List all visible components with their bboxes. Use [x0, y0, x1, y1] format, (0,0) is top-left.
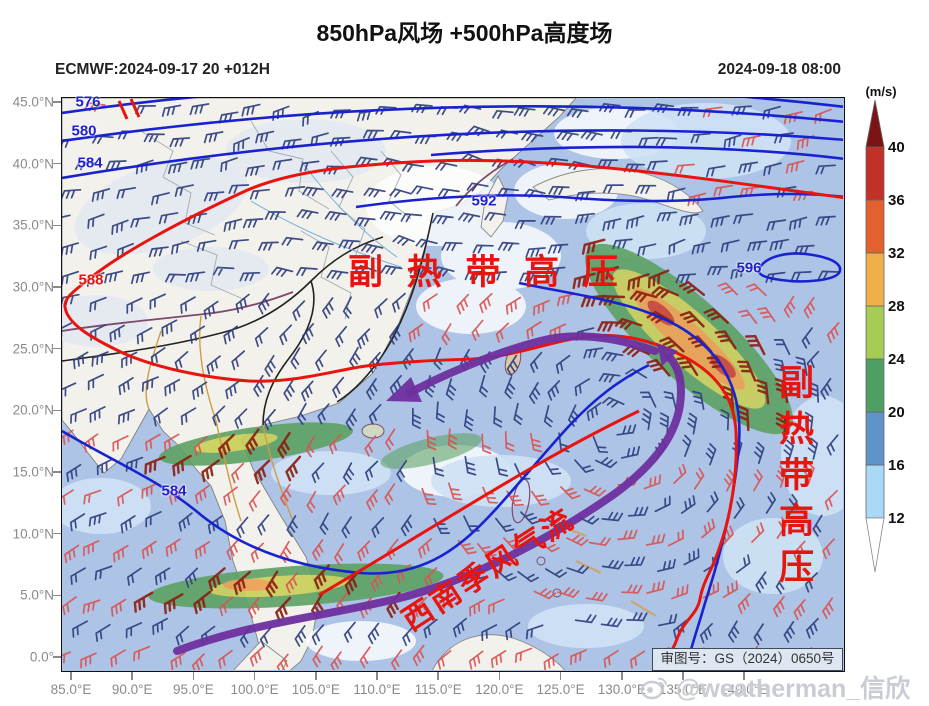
valid-time-label: 2024-09-18 08:00	[717, 61, 841, 78]
colorbar-level-label: 20	[888, 404, 905, 421]
lat-axis-tick	[53, 101, 61, 103]
rivers	[250, 160, 402, 268]
colorbar-segment	[865, 305, 885, 360]
height-contours	[62, 98, 843, 670]
lat-axis-tick	[53, 286, 61, 288]
contour-value-label: 576	[75, 93, 101, 111]
colorbar-level-label: 36	[888, 192, 905, 209]
lat-axis-label: 10.0°N	[12, 526, 54, 542]
model-run-label: ECMWF:2024-09-17 20 +012H	[55, 61, 270, 78]
colorbar-below-min-arrow	[865, 517, 885, 573]
monsoon-band-scs	[148, 422, 482, 609]
lat-axis-label: 40.0°N	[12, 156, 54, 172]
colorbar-segment	[865, 199, 885, 254]
colorbar-level-label: 12	[888, 510, 905, 527]
weather-map	[62, 98, 843, 670]
map-license-box: 审图号：GS（2024）0650号	[652, 648, 843, 671]
lon-axis-tick	[498, 672, 501, 680]
lon-axis-label: 95.0°E	[173, 682, 214, 697]
colorbar-segment	[865, 358, 885, 413]
lon-axis-tick	[437, 672, 439, 680]
contour-value-label: 596	[736, 259, 762, 277]
map-panel	[61, 97, 845, 672]
lon-axis-tick	[315, 672, 317, 680]
lat-axis-tick	[53, 656, 61, 658]
lon-axis-label: 125.0°E	[536, 682, 585, 697]
page-title: 850hPa风场 +500hPa高度场	[316, 20, 613, 46]
arrowhead-west	[386, 377, 422, 402]
watermark-handle: @weatherman_信欣	[676, 675, 911, 703]
annotation-subtropical-high-right: 副热带高压	[774, 364, 813, 594]
lon-axis-tick	[682, 672, 684, 680]
lat-axis-tick	[53, 162, 61, 165]
contour-value-label: 592	[471, 192, 497, 210]
lon-axis-tick	[253, 672, 256, 680]
contour-value-label: 588	[78, 271, 104, 289]
lon-axis-tick	[621, 672, 623, 680]
lon-axis-tick	[376, 672, 378, 680]
colorbar-segment	[865, 464, 885, 519]
lon-axis-label: 105.0°E	[291, 682, 340, 697]
wind-barbs	[62, 103, 840, 648]
lat-axis-label: 30.0°N	[12, 279, 54, 295]
colorbar-unit-label: (m/s)	[865, 84, 897, 99]
watermark: @weatherman_信欣	[638, 669, 910, 705]
lon-axis-label: 135.0°E	[658, 682, 708, 697]
colorbar-level-label: 28	[888, 298, 905, 315]
colorbar-segment	[865, 411, 885, 466]
lon-axis-tick	[559, 672, 562, 680]
lat-axis-label: 5.0°N	[20, 587, 54, 603]
colorbar-level-label: 16	[888, 457, 905, 474]
ridge-contour-588	[63, 98, 843, 670]
lon-axis-label: 140.0°E	[720, 682, 769, 697]
lon-axis-tick	[70, 672, 72, 680]
lon-axis-label: 115.0°E	[414, 682, 462, 697]
contour-value-label: 584	[77, 154, 103, 172]
lon-axis-tick	[192, 672, 195, 680]
lon-axis-label: 100.0°E	[230, 682, 279, 697]
contour-value-label: 580	[71, 122, 97, 140]
lat-axis-tick	[53, 532, 61, 535]
colorbar-segment	[865, 252, 885, 307]
lon-axis-label: 110.0°E	[353, 682, 401, 697]
lat-axis-tick	[53, 594, 61, 597]
wind-barbs	[62, 102, 840, 670]
lon-axis-tick	[743, 672, 745, 680]
wind-barbs	[133, 238, 789, 622]
lat-axis-tick	[53, 224, 61, 227]
country-border	[62, 212, 434, 426]
lon-axis-label: 120.0°E	[475, 682, 524, 697]
annotation-subtropical-high-top: 副 热 带 高 压	[348, 253, 625, 292]
weak-wind-patches	[62, 103, 843, 648]
lon-axis-label: 85.0°E	[50, 682, 92, 697]
lat-axis-label: 35.0°N	[12, 217, 54, 233]
lat-axis-tick	[53, 471, 61, 473]
colorbar-segment	[865, 146, 885, 201]
lat-axis-label: 20.0°N	[12, 402, 54, 418]
lat-axis-label: 45.0°N	[12, 94, 54, 110]
lat-axis-label: 0.0°	[29, 649, 54, 665]
colorbar-level-label: 32	[888, 245, 905, 262]
wind-barb-layer	[62, 102, 840, 670]
lon-axis-tick	[131, 672, 133, 680]
lat-axis-tick	[53, 409, 61, 412]
colorbar-level-label: 24	[888, 351, 905, 368]
colorbar-level-label: 40	[888, 139, 905, 156]
lat-axis-label: 25.0°N	[12, 341, 54, 357]
contour-value-label: 584	[161, 482, 187, 500]
lat-axis-label: 15.0°N	[12, 464, 54, 480]
colorbar-above-max-arrow	[865, 99, 885, 148]
lat-axis-tick	[53, 347, 61, 350]
weibo-icon	[640, 677, 667, 700]
lon-axis-label: 90.0°E	[111, 682, 153, 697]
province-borders	[140, 120, 412, 320]
lon-axis-label: 130.0°E	[597, 682, 646, 697]
monsoon-arrow	[173, 332, 685, 655]
arrowhead-north	[657, 343, 678, 366]
